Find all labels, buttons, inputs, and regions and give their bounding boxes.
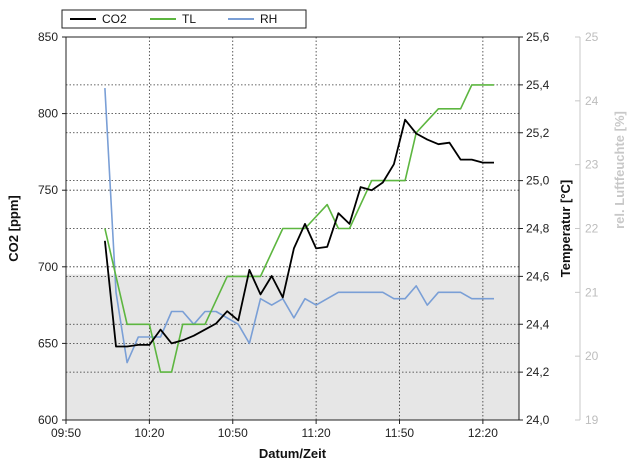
x-tick-label: 12:20 xyxy=(468,426,498,440)
y2-tick-label: 24,6 xyxy=(526,269,550,283)
y-tick-label: 600 xyxy=(38,413,58,427)
x-tick-label: 10:20 xyxy=(134,426,164,440)
legend: CO2 TL RH xyxy=(61,9,307,29)
y3-tick-label: 25 xyxy=(585,30,599,44)
y2-tick-label: 24,2 xyxy=(526,365,550,379)
y3-tick-label: 22 xyxy=(585,222,599,236)
series-line-rh xyxy=(104,88,494,364)
y2-tick-label: 25,2 xyxy=(526,126,550,140)
y-tick-label: 650 xyxy=(38,336,58,350)
y2-tick-label: 24,8 xyxy=(526,222,550,236)
y2-tick-label: 25,6 xyxy=(526,30,550,44)
y3-tick-label: 20 xyxy=(585,349,599,363)
y-tick-label: 750 xyxy=(38,183,58,197)
legend-label-co2: CO2 xyxy=(102,12,127,26)
y2-tick-label: 24,0 xyxy=(526,413,550,427)
legend-label-rh: RH xyxy=(260,12,277,26)
series-lines xyxy=(104,84,494,373)
axis-ticks xyxy=(62,36,581,424)
x-tick-label: 09:50 xyxy=(51,426,81,440)
series-line-co2 xyxy=(104,118,494,348)
tick-labels: 09:50 10:20 10:50 11:20 11:50 12:20 600 650 700 7… xyxy=(38,30,599,440)
y3-tick-label: 21 xyxy=(585,285,599,299)
y3-tick-label: 23 xyxy=(585,158,599,172)
series-line-tl xyxy=(104,84,494,373)
legend-label-tl: TL xyxy=(182,12,196,26)
x-tick-label: 11:50 xyxy=(385,426,414,440)
y-tick-label: 800 xyxy=(38,107,58,121)
y-tick-label: 700 xyxy=(38,260,58,274)
y-axis-title-temperature: Temperatur [°C] xyxy=(558,180,573,277)
x-axis-title: Datum/Zeit xyxy=(259,446,327,461)
y3-tick-label: 24 xyxy=(585,94,599,108)
x-tick-label: 11:20 xyxy=(302,426,331,440)
y2-tick-label: 25,0 xyxy=(526,174,550,188)
grid-lines xyxy=(66,37,519,420)
y-tick-label: 850 xyxy=(38,30,58,44)
y2-tick-label: 25,4 xyxy=(526,78,550,92)
y3-tick-label: 19 xyxy=(585,413,599,427)
x-tick-label: 10:50 xyxy=(218,426,248,440)
y-axis-title-humidity: rel. Luftfeuchte [%] xyxy=(612,111,627,229)
y2-tick-label: 24,4 xyxy=(526,317,550,331)
legend-box xyxy=(61,9,307,29)
shaded-threshold-band xyxy=(66,274,519,420)
y-axis-title-co2: CO2 [ppm] xyxy=(6,195,21,261)
